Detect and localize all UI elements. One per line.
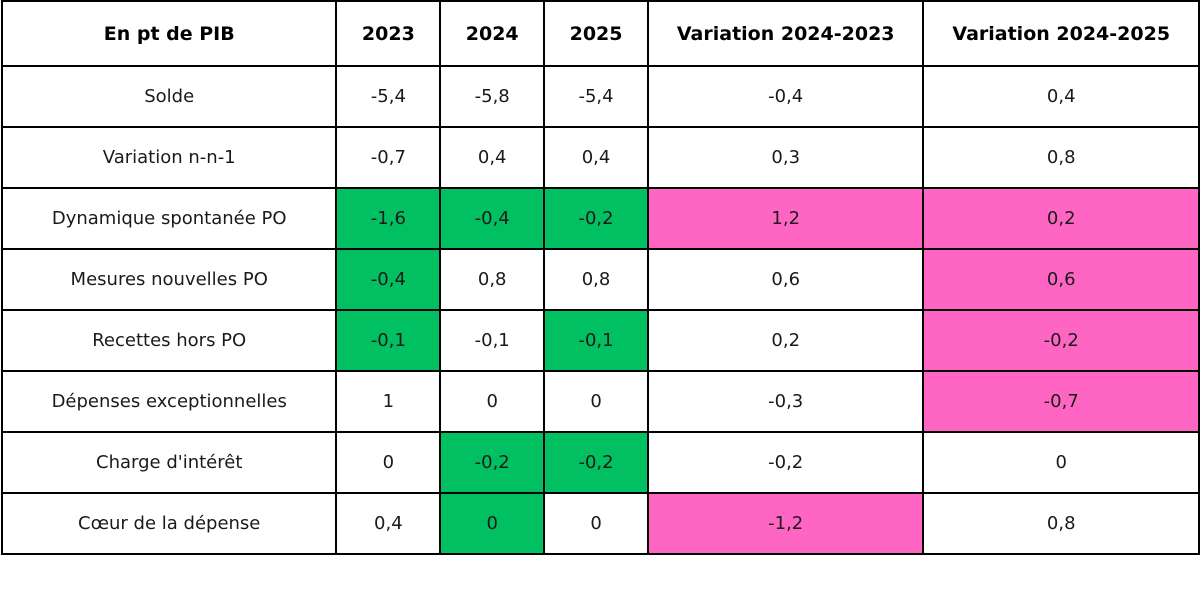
header-cell-variation-2024-2025: Variation 2024-2025 xyxy=(922,0,1200,67)
cell-2023: -0,4 xyxy=(335,248,442,311)
table-row: Dépenses exceptionnelles 1 0 0 -0,3 -0,7 xyxy=(0,370,1200,433)
cell-2024: 0,4 xyxy=(439,126,546,189)
cell-2024: 0 xyxy=(439,492,546,555)
table-row: Dynamique spontanée PO -1,6 -0,4 -0,2 1,2 0,2 xyxy=(0,187,1200,250)
cell-2025: -5,4 xyxy=(543,65,649,128)
table-row: Cœur de la dépense 0,4 0 0 -1,2 0,8 xyxy=(0,492,1200,555)
header-cell-2025: 2025 xyxy=(543,0,649,67)
cell-variation-2024-2025: 0,4 xyxy=(922,65,1200,128)
cell-variation-2024-2023: 1,2 xyxy=(646,187,925,250)
budget-table: En pt de PIB 2023 2024 2025 Variation 20… xyxy=(0,0,1200,555)
table-row: Variation n-n-1 -0,7 0,4 0,4 0,3 0,8 xyxy=(0,126,1200,189)
row-label: Charge d'intérêt xyxy=(0,431,338,494)
cell-variation-2024-2025: 0,8 xyxy=(922,492,1200,555)
cell-2023: -1,6 xyxy=(335,187,442,250)
cell-2023: 0 xyxy=(335,431,442,494)
header-row: En pt de PIB 2023 2024 2025 Variation 20… xyxy=(0,0,1200,67)
cell-variation-2024-2023: 0,3 xyxy=(646,126,925,189)
cell-variation-2024-2025: 0,6 xyxy=(922,248,1200,311)
cell-variation-2024-2025: -0,7 xyxy=(922,370,1200,433)
cell-variation-2024-2025: 0,8 xyxy=(922,126,1200,189)
cell-2023: -0,7 xyxy=(335,126,442,189)
cell-variation-2024-2023: -0,4 xyxy=(646,65,925,128)
header-cell-label: En pt de PIB xyxy=(0,0,338,67)
row-label: Dynamique spontanée PO xyxy=(0,187,338,250)
cell-2024: -0,2 xyxy=(439,431,546,494)
table-row: Solde -5,4 -5,8 -5,4 -0,4 0,4 xyxy=(0,65,1200,128)
table-row: Mesures nouvelles PO -0,4 0,8 0,8 0,6 0,6 xyxy=(0,248,1200,311)
row-label: Cœur de la dépense xyxy=(0,492,338,555)
row-label: Mesures nouvelles PO xyxy=(0,248,338,311)
table-body: Solde -5,4 -5,8 -5,4 -0,4 0,4 Variation n-n-1-… xyxy=(0,65,1200,555)
cell-2025: 0 xyxy=(543,492,649,555)
table-row: Charge d'intérêt 0 -0,2 -0,2 -0,2 0 xyxy=(0,431,1200,494)
cell-2025: 0,4 xyxy=(543,126,649,189)
row-label: Solde xyxy=(0,65,338,128)
table-row: Recettes hors PO -0,1 -0,1 -0,1 0,2 -0,2 xyxy=(0,309,1200,372)
cell-2025: 0 xyxy=(543,370,649,433)
cell-variation-2024-2025: 0 xyxy=(922,431,1200,494)
cell-2023: -5,4 xyxy=(335,65,442,128)
cell-2024: -0,4 xyxy=(439,187,546,250)
cell-variation-2024-2023: -0,3 xyxy=(646,370,925,433)
header-cell-2023: 2023 xyxy=(335,0,442,67)
cell-2025: -0,2 xyxy=(543,431,649,494)
cell-variation-2024-2023: -0,2 xyxy=(646,431,925,494)
row-label: Variation n-n-1 xyxy=(0,126,338,189)
cell-2023: 0,4 xyxy=(335,492,442,555)
cell-variation-2024-2023: 0,6 xyxy=(646,248,925,311)
cell-2025: -0,2 xyxy=(543,187,649,250)
cell-variation-2024-2023: -1,2 xyxy=(646,492,925,555)
cell-2024: -0,1 xyxy=(439,309,546,372)
cell-2024: 0,8 xyxy=(439,248,546,311)
cell-2024: -5,8 xyxy=(439,65,546,128)
cell-variation-2024-2023: 0,2 xyxy=(646,309,925,372)
row-label: Dépenses exceptionnelles xyxy=(0,370,338,433)
cell-2023: -0,1 xyxy=(335,309,442,372)
cell-variation-2024-2025: 0,2 xyxy=(922,187,1200,250)
header-cell-variation-2024-2023: Variation 2024-2023 xyxy=(646,0,925,67)
cell-2025: -0,1 xyxy=(543,309,649,372)
cell-2023: 1 xyxy=(335,370,442,433)
cell-2025: 0,8 xyxy=(543,248,649,311)
cell-2024: 0 xyxy=(439,370,546,433)
header-cell-2024: 2024 xyxy=(439,0,546,67)
row-label: Recettes hors PO xyxy=(0,309,338,372)
cell-variation-2024-2025: -0,2 xyxy=(922,309,1200,372)
